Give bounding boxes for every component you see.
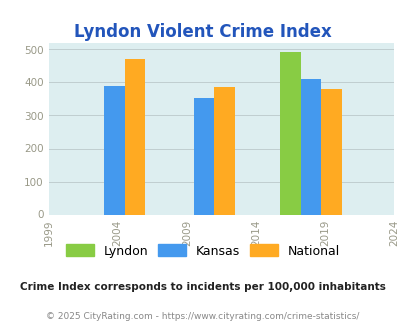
Bar [124, 59, 145, 215]
Text: Lyndon Violent Crime Index: Lyndon Violent Crime Index [74, 23, 331, 41]
Bar [104, 86, 124, 214]
Text: Crime Index corresponds to incidents per 100,000 inhabitants: Crime Index corresponds to incidents per… [20, 282, 385, 292]
Bar [320, 89, 341, 214]
Bar [193, 98, 214, 214]
Bar [214, 87, 234, 214]
Bar [300, 79, 321, 214]
Text: © 2025 CityRating.com - https://www.cityrating.com/crime-statistics/: © 2025 CityRating.com - https://www.city… [46, 312, 359, 321]
Bar [279, 52, 300, 214]
Legend: Lyndon, Kansas, National: Lyndon, Kansas, National [62, 241, 343, 261]
